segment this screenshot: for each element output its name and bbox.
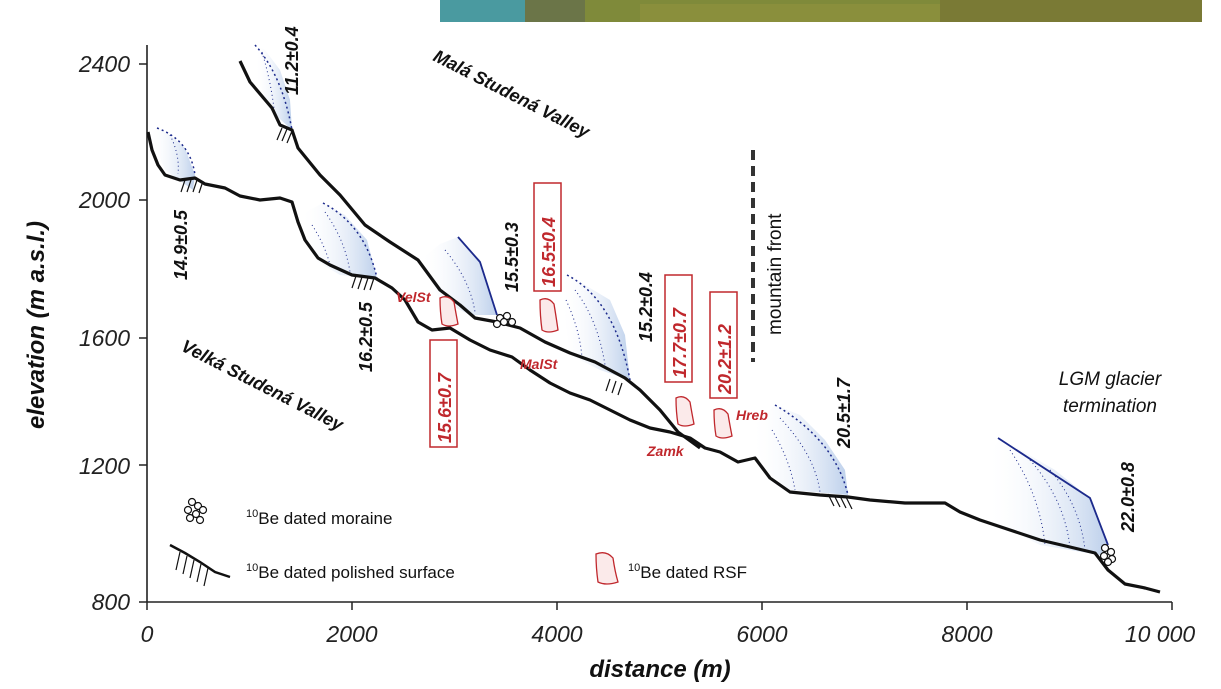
photo-strip (440, 0, 1202, 22)
legend-polished-label: Be dated polished surface (258, 563, 455, 582)
age-label: 16.2±0.5 (356, 301, 376, 372)
mala-studena-valley-label: Malá Studená Valley (430, 46, 594, 143)
polished-surface-markers (180, 127, 853, 510)
velka-studena-valley-label: Velká Studená Valley (178, 336, 347, 435)
rsf-icon (595, 552, 619, 585)
moraine-icon (183, 497, 208, 525)
x-axis: 0 2000 4000 6000 8000 10 000 distance (m… (141, 601, 1196, 683)
rsf-age-box: 16.5±0.4 (533, 182, 562, 292)
svg-text:17.7±0.7: 17.7±0.7 (670, 307, 690, 378)
rsf-age-box: 15.6±0.7 (429, 339, 458, 448)
age-label: 20.5±1.7 (834, 377, 854, 449)
mountain-front-label: mountain front (765, 213, 786, 335)
x-tick-label: 6000 (736, 621, 787, 647)
svg-text:15.6±0.7: 15.6±0.7 (435, 372, 455, 443)
rsf-icon (439, 296, 459, 327)
legend-superscript: 10 (628, 562, 640, 574)
lgm-label-line1: LGM glacier (1059, 369, 1162, 390)
rsf-age-box: 20.2±1.2 (709, 291, 738, 399)
moraine-markers (492, 311, 1117, 567)
ice-body (985, 437, 1109, 555)
lgm-label-line2: termination (1063, 396, 1157, 417)
y-tick-label: 800 (92, 589, 131, 615)
moraine-icon (1099, 543, 1117, 567)
svg-text:10Be dated RSF: 10Be dated RSF (628, 562, 747, 582)
y-tick-label: 2400 (78, 51, 130, 77)
legend-item-rsf: 10Be dated RSF (595, 552, 747, 585)
age-label: 22.0±0.8 (1118, 462, 1138, 533)
legend-item-moraine: 10Be dated moraine (183, 497, 392, 528)
svg-text:10Be dated moraine: 10Be dated moraine (246, 508, 392, 528)
age-label: 15.2±0.4 (636, 272, 656, 342)
age-label: 11.2±0.4 (282, 26, 302, 95)
svg-text:16.5±0.4: 16.5±0.4 (539, 217, 559, 287)
rsf-markers (439, 296, 733, 439)
rsf-icon (713, 408, 733, 439)
age-label: 15.5±0.3 (502, 222, 522, 292)
legend: 10Be dated moraine 10Be dated polished s… (169, 497, 747, 587)
y-axis: 800 1200 1600 2000 2400 elevation (m a.s… (23, 45, 148, 615)
rsf-icon (539, 298, 559, 333)
site-label-hreb: Hreb (736, 407, 768, 423)
legend-superscript: 10 (246, 508, 258, 520)
y-axis-title: elevation (m a.s.l.) (23, 221, 50, 429)
legend-rsf-label: Be dated RSF (640, 563, 747, 582)
x-tick-label: 4000 (531, 621, 582, 647)
site-label-velst: VelSt (396, 289, 432, 305)
svg-text:10Be dated polished surface: 10Be dated polished surface (246, 562, 455, 582)
x-tick-label: 0 (141, 621, 154, 647)
x-axis-title: distance (m) (589, 656, 730, 683)
legend-moraine-label: Be dated moraine (258, 509, 392, 528)
legend-superscript: 10 (246, 562, 258, 574)
polished-surface-icon (169, 543, 231, 579)
x-tick-label: 8000 (941, 621, 992, 647)
ice-body (750, 404, 849, 496)
y-tick-label: 2000 (78, 187, 130, 213)
moraine-icon (492, 311, 517, 329)
y-tick-label: 1200 (79, 453, 130, 479)
site-label-malst: MalSt (520, 356, 559, 372)
legend-item-polished: 10Be dated polished surface (169, 543, 455, 587)
ice-body (300, 202, 378, 279)
glacier-ice-bodies (150, 44, 1109, 555)
x-tick-label: 10 000 (1125, 621, 1196, 647)
ice-body (420, 236, 498, 316)
site-label-zamk: Zamk (646, 443, 685, 459)
y-tick-label: 1600 (79, 325, 130, 351)
rsf-age-box: 17.7±0.7 (664, 274, 693, 383)
ice-body (254, 44, 293, 131)
ice-body (150, 127, 196, 190)
age-label: 14.9±0.5 (171, 209, 191, 280)
rsf-icon (675, 396, 695, 427)
svg-text:20.2±1.2: 20.2±1.2 (715, 324, 735, 395)
ice-body (560, 274, 631, 381)
x-tick-label: 2000 (325, 621, 377, 647)
velka-studena-profile (146, 131, 1161, 594)
